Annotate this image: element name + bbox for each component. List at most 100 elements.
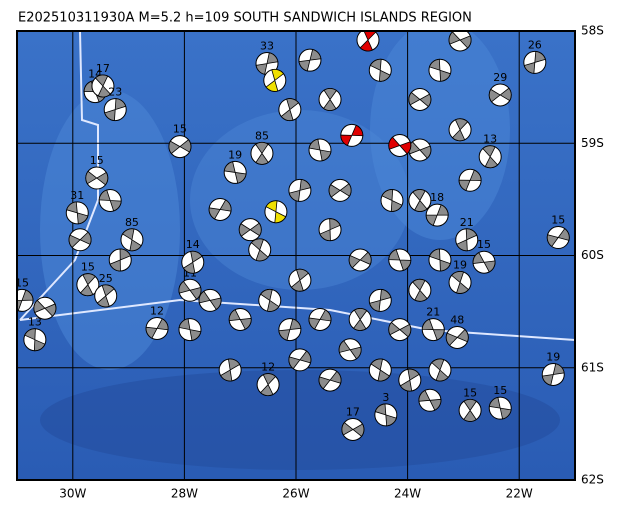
beachball (145, 316, 169, 340)
depth-label: 15 (463, 386, 477, 399)
beachball (318, 368, 342, 392)
depth-label: 21 (426, 306, 440, 319)
beachball (448, 118, 472, 142)
beachball-compression (68, 231, 92, 248)
beachball (541, 362, 565, 386)
plate-boundary (19, 298, 575, 341)
beachball-compression (178, 318, 202, 341)
beachball-compression (255, 142, 269, 165)
beachball-compression (399, 368, 420, 392)
beachball-compression (451, 118, 469, 142)
beachball (340, 123, 364, 147)
beachball-compression (260, 373, 277, 396)
beachball-compression (412, 189, 428, 212)
depth-label: 19 (453, 258, 467, 271)
beachball-compression (280, 98, 300, 121)
beachball-compression (24, 328, 46, 352)
beachball-compression (418, 389, 442, 411)
beachball-compression (431, 358, 449, 382)
beachball-compression (198, 290, 222, 311)
beachball (178, 278, 202, 302)
beachball-compression (541, 363, 565, 386)
beachball-compression (94, 74, 111, 98)
beachball (380, 188, 404, 212)
beachball-compression (168, 139, 192, 155)
depth-label: 13 (483, 133, 497, 146)
depth-label: 15 (90, 154, 104, 167)
beachball-compression (472, 252, 496, 273)
x-tick-label: 26W (282, 487, 309, 501)
depth-label: 17 (346, 405, 360, 418)
beachball (445, 325, 469, 349)
beachball (288, 268, 312, 292)
y-tick-label: 60S (581, 248, 604, 262)
beachball-compression (408, 91, 432, 108)
events: 1417231519853315311515132512118514151519… (15, 31, 570, 441)
depth-label: 15 (15, 276, 29, 289)
beachball-compression (428, 58, 451, 82)
beachball (408, 188, 432, 212)
beachball-compression (265, 68, 285, 92)
depth-label: 23 (108, 86, 122, 99)
beachball (308, 138, 332, 162)
beachball-compression (523, 51, 546, 74)
beachball (278, 318, 302, 342)
depth-label: 48 (450, 313, 464, 326)
beachball-compression (319, 218, 341, 242)
beachball (368, 288, 392, 312)
beachball-compression (79, 273, 96, 297)
beachball (425, 203, 449, 227)
beachball (421, 318, 445, 342)
beachball-compression (308, 138, 332, 162)
y-tick-label: 59S (581, 136, 604, 150)
beachball (68, 228, 92, 252)
depth-label: 33 (260, 40, 274, 53)
beachball (523, 50, 547, 74)
depth-label: 19 (546, 350, 560, 363)
beachball-compression (98, 189, 122, 212)
beachball-compression (374, 403, 397, 427)
beachball-compression (369, 58, 391, 82)
beachball-compression (488, 87, 512, 103)
beachball (65, 201, 89, 225)
beachball-compression (359, 31, 377, 52)
depth-label: 26 (528, 38, 542, 51)
beachball (264, 200, 288, 224)
beachball-compression (323, 88, 338, 111)
beachball (374, 403, 398, 427)
beachball-compression (388, 321, 412, 338)
depth-label: 21 (460, 216, 474, 229)
plate-boundary (19, 31, 99, 321)
beachball-compression (488, 396, 512, 420)
depth-label: 15 (551, 214, 565, 227)
beachball (428, 248, 452, 272)
beachball-compression (109, 248, 131, 272)
depth-label: 31 (70, 189, 84, 202)
beachball-compression (381, 189, 403, 212)
beachball-compression (182, 250, 203, 274)
beachball (478, 145, 502, 169)
depth-label: 85 (255, 129, 269, 142)
depth-label: 15 (477, 238, 491, 251)
title: E202510311930A M=5.2 h=109 SOUTH SANDWIC… (18, 11, 472, 26)
beachball-compression (145, 318, 169, 339)
beachball (338, 338, 362, 362)
beachball (428, 358, 452, 382)
beachball-compression (429, 248, 451, 272)
beachball (318, 218, 342, 242)
beachball (23, 328, 47, 352)
beachball (181, 250, 205, 274)
beachball (448, 270, 472, 294)
shelf (40, 90, 180, 370)
beachball (168, 135, 192, 159)
depth-label: 15 (493, 384, 507, 397)
y-tick-label: 58S (581, 24, 604, 38)
beachball (318, 87, 342, 111)
beachball-compression (445, 328, 469, 346)
beachball-compression (223, 161, 247, 184)
beachball-compression (388, 249, 412, 271)
beachball-compression (228, 309, 252, 330)
beachball (208, 197, 232, 221)
beachball (472, 250, 496, 274)
depth-label: 85 (125, 216, 139, 229)
